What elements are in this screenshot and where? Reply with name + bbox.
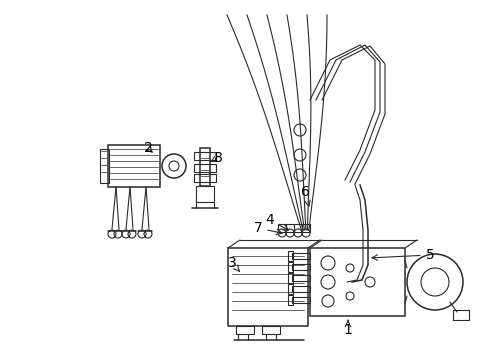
Bar (200, 148, 209, 186)
Bar (287, 284, 292, 294)
Bar (291, 253, 309, 259)
Bar (291, 275, 309, 281)
Bar (100, 149, 109, 183)
Text: 2: 2 (143, 141, 152, 155)
Text: 4: 4 (265, 213, 288, 230)
Text: 6: 6 (300, 185, 309, 206)
Bar (278, 224, 285, 232)
Bar (287, 273, 292, 283)
Bar (194, 164, 216, 172)
Bar (285, 224, 293, 232)
Bar (227, 248, 307, 326)
Text: 8: 8 (210, 151, 222, 165)
Bar (108, 145, 160, 187)
Bar (262, 326, 280, 334)
Text: 3: 3 (227, 256, 239, 271)
Text: 1: 1 (343, 320, 352, 337)
Text: 7: 7 (253, 221, 282, 235)
Text: 5: 5 (371, 248, 433, 262)
Bar (293, 224, 302, 232)
Bar (287, 251, 292, 261)
Bar (452, 310, 468, 320)
Bar (309, 248, 404, 316)
Bar (236, 326, 253, 334)
Bar (291, 297, 309, 303)
Bar (196, 186, 214, 202)
Bar (291, 264, 309, 270)
Bar (194, 174, 216, 182)
Bar (291, 286, 309, 292)
Bar (194, 152, 216, 160)
Bar (287, 295, 292, 305)
Bar (302, 224, 309, 232)
Bar (287, 262, 292, 272)
